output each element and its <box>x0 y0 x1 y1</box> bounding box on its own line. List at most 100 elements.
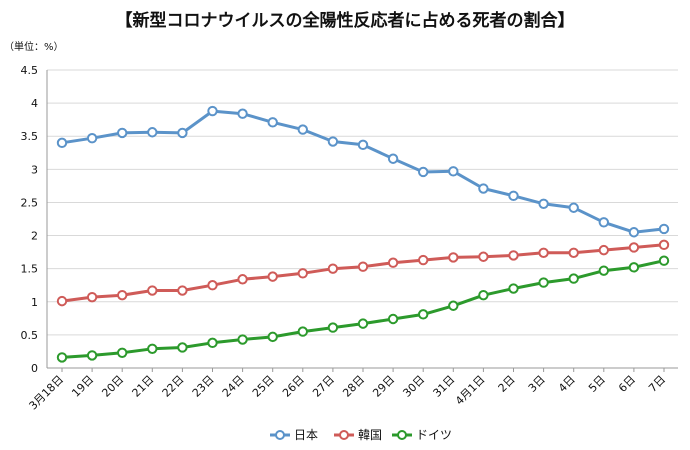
x-tick-label: 2日 <box>496 373 518 395</box>
data-point <box>237 108 248 119</box>
x-tick-label: 7日 <box>646 373 668 395</box>
data-point <box>658 255 670 266</box>
data-point <box>478 289 489 301</box>
y-tick-label: 2.5 <box>21 196 39 209</box>
data-point <box>538 198 549 209</box>
data-point <box>147 285 158 296</box>
data-point <box>86 133 98 144</box>
data-point <box>598 217 609 228</box>
data-point <box>478 251 489 262</box>
data-point <box>568 273 579 284</box>
data-point <box>387 153 399 164</box>
data-point <box>267 271 278 282</box>
data-point <box>448 300 459 311</box>
x-tick-label: 23日 <box>190 373 217 400</box>
x-tick-label: 3日 <box>526 373 548 395</box>
x-tick-label: 21日 <box>130 373 157 400</box>
data-point <box>147 127 158 138</box>
data-point <box>177 285 188 296</box>
x-tick-label: 19日 <box>69 373 96 400</box>
legend-item-0: 日本 <box>270 428 318 442</box>
data-point <box>117 127 128 139</box>
data-point <box>117 289 128 301</box>
data-point <box>237 274 248 285</box>
data-point <box>267 117 278 128</box>
legend-swatch-marker <box>275 430 285 440</box>
data-point <box>267 331 278 343</box>
x-tick-label: 29日 <box>370 373 397 400</box>
data-point <box>177 342 188 353</box>
y-tick-label: 0.5 <box>21 329 39 342</box>
data-point <box>508 190 519 202</box>
data-point <box>207 337 218 349</box>
data-point <box>538 247 549 258</box>
data-point <box>568 202 579 213</box>
y-axis-ticks: 0 0.5 1 1.5 2 2.5 3 3.5 4 4.5 <box>21 64 39 375</box>
data-point <box>387 313 399 325</box>
data-point <box>86 350 98 361</box>
series-2 <box>56 255 670 363</box>
data-point <box>418 309 429 320</box>
data-point <box>297 124 308 135</box>
data-point <box>387 257 399 268</box>
legend-label: 韓国 <box>358 428 382 442</box>
x-tick-label: 6日 <box>616 373 638 395</box>
data-point <box>237 334 248 345</box>
y-tick-label: 3 <box>31 163 38 176</box>
x-tick-label: 4月1日 <box>453 373 488 408</box>
data-point <box>56 137 68 149</box>
data-point <box>658 223 670 235</box>
legend-label: 日本 <box>294 428 318 442</box>
data-point <box>448 252 459 263</box>
data-point <box>357 139 369 151</box>
x-tick-label: 3月18日 <box>27 373 67 413</box>
x-tick-label: 28日 <box>340 373 367 400</box>
series-layer <box>56 105 670 363</box>
y-tick-label: 1.5 <box>21 263 39 276</box>
data-point <box>86 291 98 303</box>
data-point <box>357 318 369 329</box>
data-point <box>56 352 68 363</box>
data-point <box>357 261 369 272</box>
data-point <box>207 105 218 117</box>
x-tick-label: 30日 <box>400 373 427 400</box>
data-point <box>327 322 339 333</box>
legend: 日本 韓国 ドイツ <box>270 428 452 442</box>
data-point <box>117 347 128 358</box>
series-0 <box>56 105 670 238</box>
y-tick-label: 2 <box>31 230 38 243</box>
legend-swatch-marker <box>397 430 407 440</box>
data-point <box>628 227 640 238</box>
data-point <box>448 166 459 177</box>
x-tick-label: 25日 <box>250 373 277 400</box>
data-point <box>147 343 158 354</box>
chart-title: 【新型コロナウイルスの全陽性反応者に占める死者の割合】 <box>115 11 575 31</box>
data-point <box>207 280 218 291</box>
data-point <box>538 277 549 288</box>
data-point <box>658 239 670 251</box>
x-axis-ticks: 3月18日 19日 20日 21日 22日 23日 24日 25日 26日 27日 28日 29日 30… <box>27 368 668 413</box>
series-1 <box>56 239 670 307</box>
data-point <box>327 136 339 147</box>
data-point <box>478 183 489 194</box>
x-tick-label: 5日 <box>586 373 608 395</box>
legend-label: ドイツ <box>416 428 452 442</box>
data-point <box>628 242 640 253</box>
data-point <box>598 265 609 276</box>
x-tick-label: 24日 <box>220 373 247 400</box>
y-tick-label: 0 <box>31 362 38 375</box>
data-point <box>327 263 339 274</box>
data-point <box>418 254 429 266</box>
data-point <box>418 166 429 178</box>
data-point <box>508 250 519 261</box>
x-tick-label: 27日 <box>310 373 337 400</box>
legend-item-1: 韓国 <box>334 428 382 442</box>
data-point <box>508 283 519 294</box>
y-tick-label: 4 <box>31 97 38 110</box>
legend-swatch-marker <box>339 430 349 440</box>
y-tick-label: 3.5 <box>21 130 39 143</box>
data-point <box>297 326 308 337</box>
x-tick-label: 20日 <box>99 373 126 400</box>
data-point <box>568 247 579 258</box>
